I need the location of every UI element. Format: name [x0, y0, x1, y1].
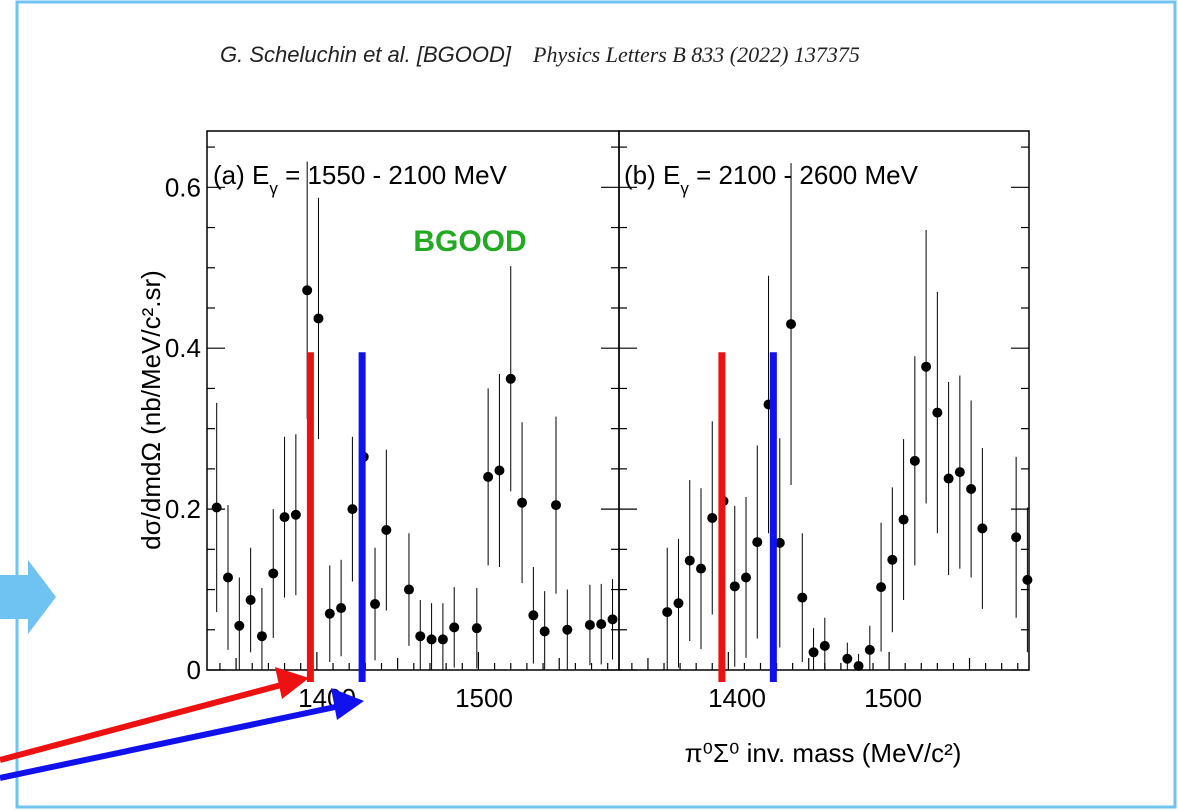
data-point [494, 465, 505, 476]
data-point [471, 623, 482, 634]
y-tick-label: 0 [187, 655, 201, 685]
data-point [909, 455, 920, 466]
bgood-label: BGOOD [413, 225, 526, 258]
y-tick-label: 0.4 [165, 333, 201, 363]
data-point [662, 607, 673, 618]
data-point [842, 653, 853, 664]
data-point [921, 361, 932, 372]
panel-a-markers [306, 352, 366, 682]
data-point [977, 523, 988, 534]
x-axis-label: π⁰Σ⁰ inv. mass (MeV/c²) [685, 738, 962, 768]
data-point [415, 631, 426, 642]
data-point [256, 631, 267, 642]
data-point [607, 614, 618, 625]
data-point [426, 634, 437, 645]
y-tick-label: 0.2 [165, 494, 201, 524]
data-point [234, 620, 245, 631]
panel-b-ticks [619, 146, 1029, 671]
data-point [313, 313, 324, 324]
panel-b-title-sub: γ [680, 179, 689, 198]
data-point [347, 504, 358, 515]
y-axis-label: dσ/dmdΩ (nb/MeV/c².sr) [136, 270, 166, 550]
data-point [223, 572, 234, 583]
citation-journal: Physics Letters B 833 (2022) 137375 [533, 42, 860, 67]
data-point [898, 514, 909, 525]
panel-a-title: (a) Eγ = 1550 - 2100 MeV [213, 160, 508, 198]
data-point [887, 554, 898, 565]
data-point [528, 610, 539, 621]
panel-b-points [662, 163, 1033, 671]
data-point [684, 555, 695, 566]
data-point [279, 512, 290, 523]
panel-b-title-main: (b) E [624, 160, 680, 190]
y-tick-labels: 0 0.2 0.4 0.6 [165, 172, 201, 685]
data-point [403, 584, 414, 595]
panel-b-title: (b) Eγ = 2100 - 2600 MeV [624, 160, 919, 198]
citation: G. Scheluchin et al. [BGOOD] Physics Lett… [220, 42, 860, 68]
data-point [741, 572, 752, 583]
data-point [336, 603, 347, 614]
panel-b-frame [618, 130, 1030, 671]
data-point [381, 525, 392, 536]
data-point [562, 624, 573, 635]
red-arrow [0, 667, 309, 763]
panel-a-title-sub: γ [269, 179, 278, 198]
data-point [696, 563, 706, 574]
data-point [517, 497, 528, 508]
data-point [1022, 574, 1033, 585]
data-point [954, 467, 965, 478]
panel-a-title-main: (a) E [213, 160, 269, 190]
data-point [539, 626, 550, 637]
data-point [1011, 532, 1022, 543]
data-point [819, 640, 830, 651]
data-point [211, 502, 222, 513]
red-arrow-head-icon [275, 667, 309, 699]
data-point [932, 407, 943, 418]
data-point [774, 537, 785, 548]
data-point [302, 285, 313, 296]
blue-arrow [0, 688, 364, 781]
data-point [797, 592, 808, 603]
x-tick-label-b-1400: 1400 [708, 683, 766, 713]
data-point [245, 595, 256, 606]
slide-frame [15, 0, 1177, 809]
data-point [596, 619, 607, 630]
data-point [290, 509, 301, 520]
citation-authors: G. Scheluchin et al. [BGOOD] [220, 42, 512, 67]
data-point [370, 599, 381, 610]
x-tick-label-a-1500: 1500 [455, 683, 513, 713]
data-point [505, 373, 516, 384]
data-point [943, 473, 954, 484]
panel-b-title-rest: = 2100 - 2600 MeV [689, 160, 919, 190]
data-point [550, 500, 561, 511]
data-point [853, 660, 864, 671]
y-tick-label: 0.6 [165, 172, 201, 202]
data-point [707, 512, 718, 523]
data-point [752, 537, 763, 548]
data-point [966, 483, 977, 494]
data-point [729, 581, 740, 592]
data-point [864, 644, 875, 655]
data-point [786, 319, 797, 330]
data-point [268, 568, 279, 579]
data-point [324, 608, 335, 619]
panel-b-markers [718, 352, 777, 682]
data-point [449, 622, 460, 633]
data-point [808, 647, 819, 658]
x-tick-label-b-1500: 1500 [864, 683, 922, 713]
data-point [584, 619, 595, 630]
side-arrow-icon [0, 560, 56, 634]
blue-arrow-head-icon [331, 688, 364, 720]
data-point [673, 598, 684, 609]
data-point [483, 471, 494, 482]
panel-a-title-rest: = 1550 - 2100 MeV [278, 160, 508, 190]
data-point [437, 634, 448, 645]
data-point [876, 582, 887, 593]
